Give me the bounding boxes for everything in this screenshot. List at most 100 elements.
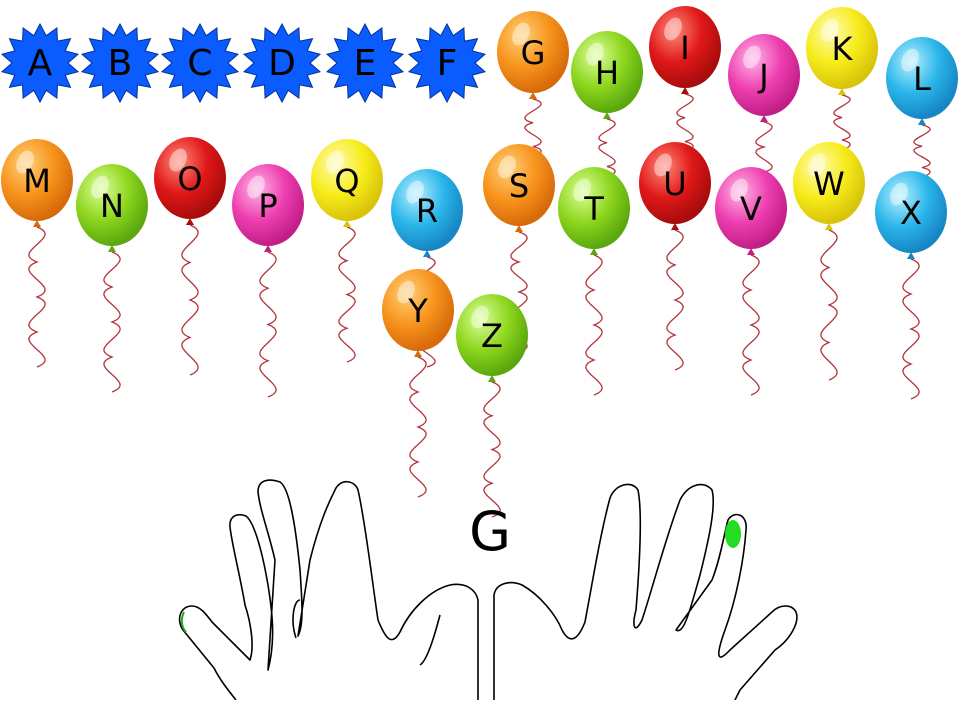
balloon-u[interactable]: U [639,142,711,230]
balloon-knot [423,250,431,257]
balloon-body [875,171,947,253]
balloon-s[interactable]: S [483,144,555,232]
burst-shape [160,22,240,104]
popped-letter-a: A [0,22,80,104]
balloon-body [728,34,800,116]
balloon-string-w [820,229,838,381]
balloon-string-v [742,254,760,396]
balloon-shine [821,18,839,42]
balloon-shine [471,305,489,329]
balloon-body [382,269,454,351]
burst-shape [242,22,322,104]
balloon-o[interactable]: O [154,137,226,225]
letter-label-r: R [416,192,438,230]
balloon-m[interactable]: M [1,139,73,227]
burst-shape [325,22,405,104]
balloon-body [76,164,148,246]
left-finger-base [292,599,301,639]
balloon-shine [890,182,908,206]
balloon-knot [747,248,755,255]
balloon-r[interactable]: R [391,169,463,257]
burst-shape [407,22,487,104]
balloon-knot [343,220,351,227]
balloon-t[interactable]: T [558,167,630,255]
letter-label-v: V [740,190,762,228]
balloon-string-o [181,224,199,376]
ring-finger-highlight [725,520,741,548]
balloon-shine [247,175,265,199]
balloon-n[interactable]: N [76,164,148,252]
balloon-knot [590,248,598,255]
letter-label-s: S [509,167,529,205]
letter-label-u: U [663,165,686,203]
letter-label-f: F [437,43,458,84]
balloon-body [886,37,958,119]
left-thumb-stub [419,614,441,666]
balloon-string-t [585,254,603,396]
balloon-shine [743,45,761,69]
balloon-knot [760,115,768,122]
balloon-body [1,139,73,221]
balloon-shine [512,22,530,46]
balloon-v[interactable]: V [715,167,787,255]
letter-label-e: E [354,43,377,84]
balloon-shine [406,180,424,204]
balloon-shine [498,155,516,179]
right-hand-outline [493,483,798,701]
balloon-body [649,6,721,88]
balloon-knot [529,92,537,99]
balloon-shine [808,153,826,177]
balloon-knot [108,245,116,252]
balloon-x[interactable]: X [875,171,947,259]
hands-diagram [178,479,798,701]
balloon-knot [918,118,926,125]
letter-label-m: M [23,162,51,200]
balloon-y[interactable]: Y [382,269,454,357]
balloon-knot [825,223,833,230]
balloon-shine [586,42,604,66]
balloon-shine [91,175,109,199]
letter-label-p: P [258,187,277,225]
balloon-knot [603,112,611,119]
letter-label-w: W [813,165,845,203]
letter-label-i: I [680,29,689,67]
balloon-string-n [103,251,121,393]
balloon-knot [671,223,679,230]
balloon-l[interactable]: L [886,37,958,125]
burst-shape [0,22,80,104]
balloon-knot [515,225,523,232]
current-letter-prompt: G [469,500,511,563]
balloon-string-y [409,356,427,498]
letter-label-z: Z [481,317,503,355]
balloon-shine [901,48,919,72]
letter-label-q: Q [334,162,359,200]
balloon-knot [33,220,41,227]
balloon-knot [186,218,194,225]
letter-label-h: H [595,54,619,92]
balloon-i[interactable]: I [649,6,721,94]
letter-label-a: A [28,43,53,84]
balloon-shine [573,178,591,202]
burst-shape [80,22,160,104]
letter-label-x: X [900,194,922,232]
balloon-k[interactable]: K [806,7,878,95]
letter-label-y: Y [407,292,428,330]
popped-letter-e: E [325,22,405,104]
balloon-body [497,11,569,93]
balloon-j[interactable]: J [728,34,800,122]
balloon-z[interactable]: Z [456,294,528,382]
balloon-w[interactable]: W [793,142,865,230]
balloon-p[interactable]: P [232,164,304,252]
balloon-knot [681,87,689,94]
balloon-body [391,169,463,251]
balloon-q[interactable]: Q [311,139,383,227]
balloon-g[interactable]: G [497,11,569,99]
letter-label-g: G [521,34,546,72]
balloon-body [558,167,630,249]
popped-letter-f: F [407,22,487,104]
balloon-body [806,7,878,89]
balloon-string-z [483,381,501,518]
balloon-string-q [338,226,356,363]
balloon-h[interactable]: H [571,31,643,119]
